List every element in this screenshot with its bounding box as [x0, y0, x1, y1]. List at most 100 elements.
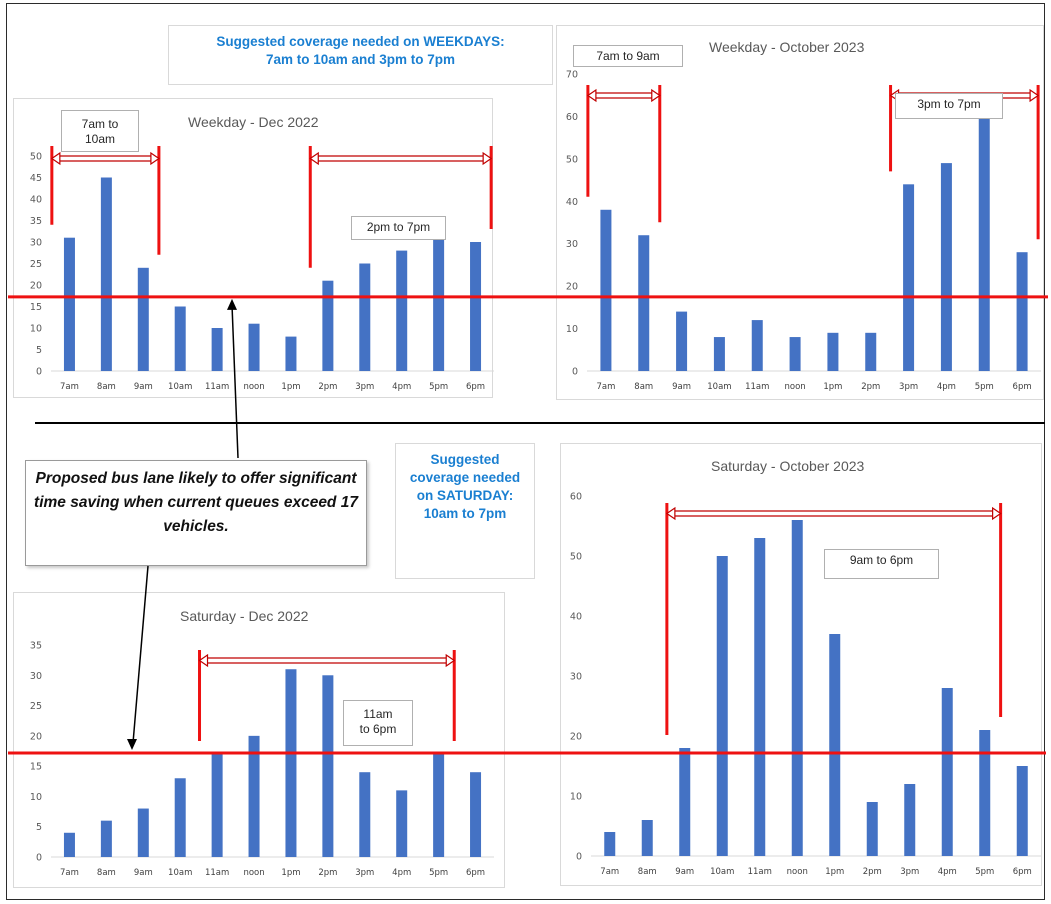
y-tick-label: 20	[30, 731, 42, 742]
panel-weekday-oct-2023: Weekday - October 2023 0 10 20 30 40 50 60 70 7a…	[556, 25, 1044, 400]
bar	[903, 184, 915, 371]
figure-frame	[6, 3, 1045, 900]
bar	[100, 177, 112, 371]
x-tick-label: 8am	[634, 382, 653, 392]
x-tick-label: 1pm	[281, 868, 300, 878]
x-tick-label: 8am	[97, 382, 116, 392]
bar	[248, 323, 260, 371]
bar	[433, 216, 445, 371]
y-tick-label: 45	[30, 173, 42, 184]
y-tick-label: 30	[30, 671, 42, 682]
x-tick-label: 3pm	[355, 868, 374, 878]
y-tick-label: 10	[30, 792, 42, 803]
x-tick-label: 2pm	[861, 382, 880, 392]
bar	[716, 556, 728, 856]
y-tick-label: 40	[570, 612, 582, 623]
x-tick-label: 4pm	[392, 382, 411, 392]
chart-title-weekday-oct-2023: Weekday - October 2023	[709, 39, 865, 55]
y-tick-label: 10	[30, 324, 42, 335]
bar	[137, 808, 149, 857]
x-tick-label: 2pm	[318, 868, 337, 878]
y-tick-label: 10	[570, 792, 582, 803]
x-tick-label: 11am	[205, 382, 229, 392]
chart-saturday-oct-2023: 0 10 20 30 40 50 60 7am 8am 9am 10am 11am noon 1pm 2pm…	[570, 492, 1041, 877]
x-tick-label: 8am	[97, 868, 116, 878]
pointer-arrows	[127, 298, 239, 751]
y-tick-label: 5	[36, 345, 42, 356]
panel-saturday-dec-2022: Saturday - Dec 2022 0 5 10 15 20 25 30 35 7am 8am…	[13, 592, 505, 888]
section-divider	[35, 422, 1045, 424]
bus-lane-note: Proposed bus lane likely to offer signif…	[25, 460, 367, 566]
y-tick-label: 50	[566, 154, 578, 165]
bar	[978, 116, 990, 371]
bar	[359, 772, 371, 857]
y-tick-label: 30	[570, 672, 582, 683]
x-tick-label: 3pm	[355, 382, 374, 392]
range-label: 2pm to 7pm	[351, 216, 446, 240]
x-tick-label: 7am	[60, 382, 79, 392]
y-tick-label: 35	[30, 216, 42, 227]
x-tick-label: 7am	[596, 382, 615, 392]
bar	[396, 250, 408, 371]
bar	[676, 311, 688, 371]
x-tick-label: 11am	[745, 382, 769, 392]
x-tick-label: 10am	[168, 382, 192, 392]
chart-weekday-dec-2022: 0 5 10 15 20 25 30 35 40 45 50 7am 8am 9am 10am 11am noo…	[30, 152, 494, 392]
x-tick-label: 1pm	[281, 382, 300, 392]
chart-weekday-oct-2023: 0 10 20 30 40 50 60 70 7am 8am 9am 10am 11am noon 1pm 2…	[566, 70, 1041, 392]
range-label: 11am to 6pm	[343, 700, 413, 746]
y-tick-label: 30	[30, 238, 42, 249]
x-tick-label: 9am	[134, 382, 153, 392]
y-tick-label: 20	[570, 732, 582, 743]
y-tick-label: 35	[30, 641, 42, 652]
x-tick-label: noon	[243, 382, 264, 392]
saturday-coverage-box	[395, 443, 535, 579]
weekday-coverage-box	[168, 25, 553, 85]
bar	[470, 772, 482, 857]
y-tick-label: 15	[30, 762, 42, 773]
range-arrow	[586, 88, 661, 103]
range-arrow	[309, 151, 493, 166]
range-label: 7am to 10am	[61, 110, 139, 152]
panel-weekday-dec-2022: Weekday - Dec 2022 0 5 10 15 20 25 30 35 40 45 50 7…	[13, 98, 494, 398]
y-tick-label: 60	[570, 492, 582, 503]
bar	[248, 735, 260, 857]
x-tick-label: 10am	[168, 868, 192, 878]
bar	[285, 669, 297, 857]
weekday-coverage-note: Suggested coverage needed on WEEKDAYS: 7…	[216, 34, 505, 67]
bar	[1016, 252, 1028, 371]
bar	[641, 820, 653, 856]
bar	[137, 267, 149, 371]
x-tick-label: 7am	[60, 868, 79, 878]
x-tick-label: 2pm	[318, 382, 337, 392]
x-tick-label: 11am	[205, 868, 229, 878]
bar	[470, 242, 482, 371]
bar	[63, 832, 75, 857]
bar	[754, 538, 766, 856]
bar	[211, 328, 223, 371]
y-tick-label: 50	[30, 152, 42, 163]
x-tick-label: 3pm	[899, 382, 918, 392]
chart-title-saturday-dec-2022: Saturday - Dec 2022	[180, 608, 309, 624]
range-arrow	[665, 506, 1002, 521]
y-tick-label: 0	[36, 367, 42, 378]
bar	[865, 332, 877, 371]
bar	[600, 209, 612, 371]
bar	[322, 675, 334, 857]
y-tick-label: 25	[30, 259, 42, 270]
y-tick-label: 40	[566, 197, 578, 208]
y-tick-label: 5	[36, 822, 42, 833]
y-tick-label: 40	[30, 195, 42, 206]
bar	[713, 337, 725, 371]
bar	[827, 332, 839, 371]
bar	[904, 784, 916, 856]
bar	[638, 235, 650, 371]
bar	[940, 163, 952, 371]
x-tick-label: 5pm	[429, 868, 448, 878]
x-tick-label: 4pm	[937, 382, 956, 392]
bar	[359, 263, 371, 371]
x-tick-label: 9am	[672, 382, 691, 392]
bar	[866, 802, 878, 856]
bar	[63, 237, 75, 371]
